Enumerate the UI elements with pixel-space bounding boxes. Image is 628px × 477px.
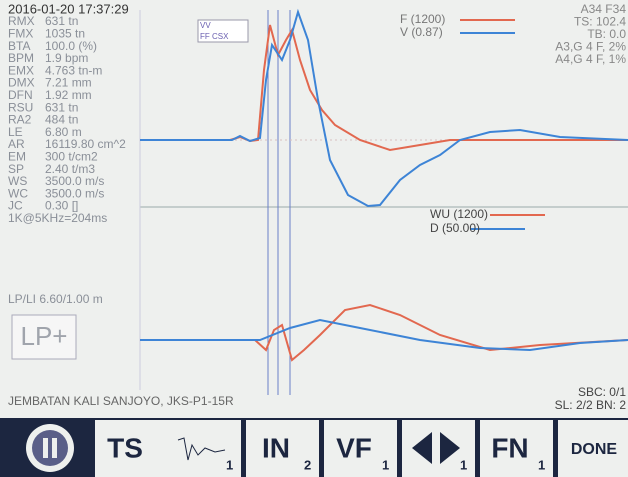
button-sub: 1 <box>382 457 389 472</box>
pause-bar <box>43 438 48 458</box>
lp-button-label: LP+ <box>21 321 68 351</box>
button-label: VF <box>336 432 372 463</box>
sampling: 1K@5KHz=204ms <box>8 211 107 225</box>
legend-label: WU (1200) <box>430 207 488 221</box>
project: JEMBATAN KALI SANJOYO, JKS-P1-15R <box>8 394 234 408</box>
page: VV FF CSX 2016-01-20 17:37:29 LP/LI 6.60… <box>0 0 628 477</box>
sl-bn: SL: 2/2 BN: 2 <box>555 398 627 412</box>
button-sub: 1 <box>460 457 467 472</box>
button-label: IN <box>262 432 290 463</box>
screen: VV FF CSX 2016-01-20 17:37:29 LP/LI 6.60… <box>0 0 628 477</box>
lp-li: LP/LI 6.60/1.00 m <box>8 292 103 306</box>
button-sub: 1 <box>226 457 233 472</box>
view-icon-text: FF CSX <box>200 32 229 41</box>
button-label: DONE <box>571 441 618 458</box>
button-sub: 2 <box>304 457 311 472</box>
view-icon-text: VV <box>200 21 211 30</box>
legend-label: D (50.00) <box>430 221 480 235</box>
button-label: FN <box>491 432 528 463</box>
status-text: A4,G 4 F, 1% <box>555 52 626 66</box>
sbc: SBC: 0/1 <box>578 385 626 399</box>
button-label: TS <box>107 432 143 463</box>
button-sub: 1 <box>538 457 545 472</box>
legend-label: V (0.87) <box>400 25 443 39</box>
pause-bar <box>52 438 57 458</box>
legend-label: F (1200) <box>400 12 445 26</box>
pause-icon <box>32 430 68 466</box>
